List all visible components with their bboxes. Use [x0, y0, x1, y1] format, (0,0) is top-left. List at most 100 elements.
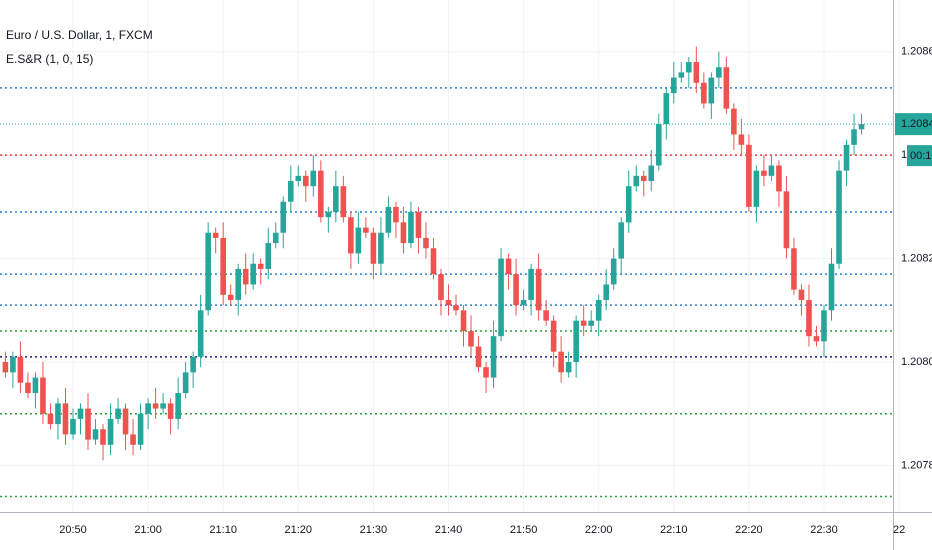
candle-body: [783, 191, 790, 249]
candle-body: [746, 144, 752, 207]
candle-body: [385, 206, 392, 233]
candle-body: [595, 299, 602, 321]
candle-body: [272, 232, 279, 244]
candle-body: [806, 299, 812, 337]
axes: 1.207801.208001.208201.208401.2086020:50…: [59, 46, 932, 536]
candle-body: [836, 170, 842, 264]
candle-body: [17, 356, 24, 383]
candle-body: [580, 320, 587, 326]
x-tick-label: 22: [893, 524, 905, 536]
candle-body: [107, 418, 114, 445]
candle-body: [708, 77, 715, 104]
candle-body: [701, 82, 707, 104]
candle-body: [468, 330, 474, 347]
candle-body: [55, 403, 61, 425]
candle-body: [610, 258, 617, 285]
candle-body: [678, 72, 685, 78]
candle-body: [190, 356, 196, 373]
candle-body: [378, 232, 384, 264]
candle-body: [62, 403, 69, 435]
chart-title: Euro / U.S. Dollar, 1, FXCM: [6, 28, 153, 42]
last-price-label: 1.20846: [901, 118, 932, 130]
candle-body: [625, 186, 632, 223]
candle-body: [655, 124, 662, 166]
candle-body: [603, 284, 609, 300]
candle-body: [122, 408, 129, 435]
candle-body: [843, 144, 850, 171]
candle-body: [475, 346, 482, 368]
candle-body: [212, 232, 219, 238]
x-tick-label: 22:10: [660, 524, 688, 536]
candle-body: [640, 175, 647, 182]
candle-body: [528, 268, 534, 300]
candle-body: [693, 62, 700, 83]
candle-body: [423, 237, 429, 249]
candle-body: [738, 134, 745, 145]
candle-body: [851, 129, 857, 145]
candle-body: [40, 377, 46, 414]
candle-body: [438, 274, 444, 300]
candle-body: [340, 186, 347, 218]
candle-body: [588, 320, 594, 326]
x-tick-label: 20:50: [59, 524, 87, 536]
candle-body: [663, 93, 670, 125]
candle-body: [197, 310, 204, 357]
candle-body: [85, 408, 91, 440]
candle-body: [2, 362, 9, 373]
candle-body: [821, 310, 827, 342]
candle-body: [513, 274, 519, 306]
candle-body: [543, 310, 549, 321]
candle-body: [490, 336, 497, 378]
candle-body: [160, 403, 166, 409]
candle-body: [460, 310, 467, 331]
candle-body: [393, 206, 399, 223]
x-tick-label: 21:40: [435, 524, 463, 536]
candle-body: [287, 181, 294, 202]
candle-body: [565, 362, 572, 373]
candle-body: [776, 165, 782, 192]
candle-body: [753, 170, 760, 207]
candle-body: [400, 222, 407, 244]
candle-body: [25, 382, 31, 394]
candle-body: [182, 372, 189, 394]
y-tick-label: 1.20860: [901, 46, 932, 58]
x-tick-label: 21:30: [360, 524, 388, 536]
candle-body: [348, 217, 354, 254]
candle-body: [453, 305, 459, 311]
y-tick-label: 1.20820: [901, 252, 932, 264]
indicator-label: E.S&R (1, 0, 15): [6, 52, 93, 66]
candle-body: [430, 248, 437, 275]
candle-body: [175, 393, 181, 419]
candle-body: [415, 212, 422, 238]
candle-body: [77, 408, 84, 419]
candle-body: [670, 77, 677, 94]
candle-body: [70, 418, 76, 435]
candles: [2, 46, 865, 461]
x-tick-label: 22:20: [735, 524, 763, 536]
candle-body: [686, 62, 692, 73]
candle-body: [115, 408, 121, 419]
candle-body: [250, 263, 257, 285]
candle-body: [761, 170, 767, 176]
candle-body: [813, 336, 820, 342]
candle-body: [550, 320, 557, 352]
candle-body: [535, 268, 542, 311]
candle-body: [768, 165, 775, 176]
candle-body: [280, 201, 287, 233]
candle-body: [265, 243, 272, 269]
candle-body: [731, 108, 737, 135]
x-tick-label: 21:50: [510, 524, 538, 536]
candle-body: [858, 124, 865, 130]
candle-body: [92, 429, 99, 440]
candle-body: [798, 289, 805, 300]
candle-body: [648, 165, 655, 182]
y-tick-label: 1.20800: [901, 356, 932, 368]
x-tick-label: 21:00: [134, 524, 162, 536]
candle-body: [363, 227, 369, 233]
countdown-box: [907, 145, 932, 167]
candle-body: [205, 232, 211, 311]
candle-body: [32, 377, 39, 394]
y-tick-label: 1.20780: [901, 459, 932, 471]
